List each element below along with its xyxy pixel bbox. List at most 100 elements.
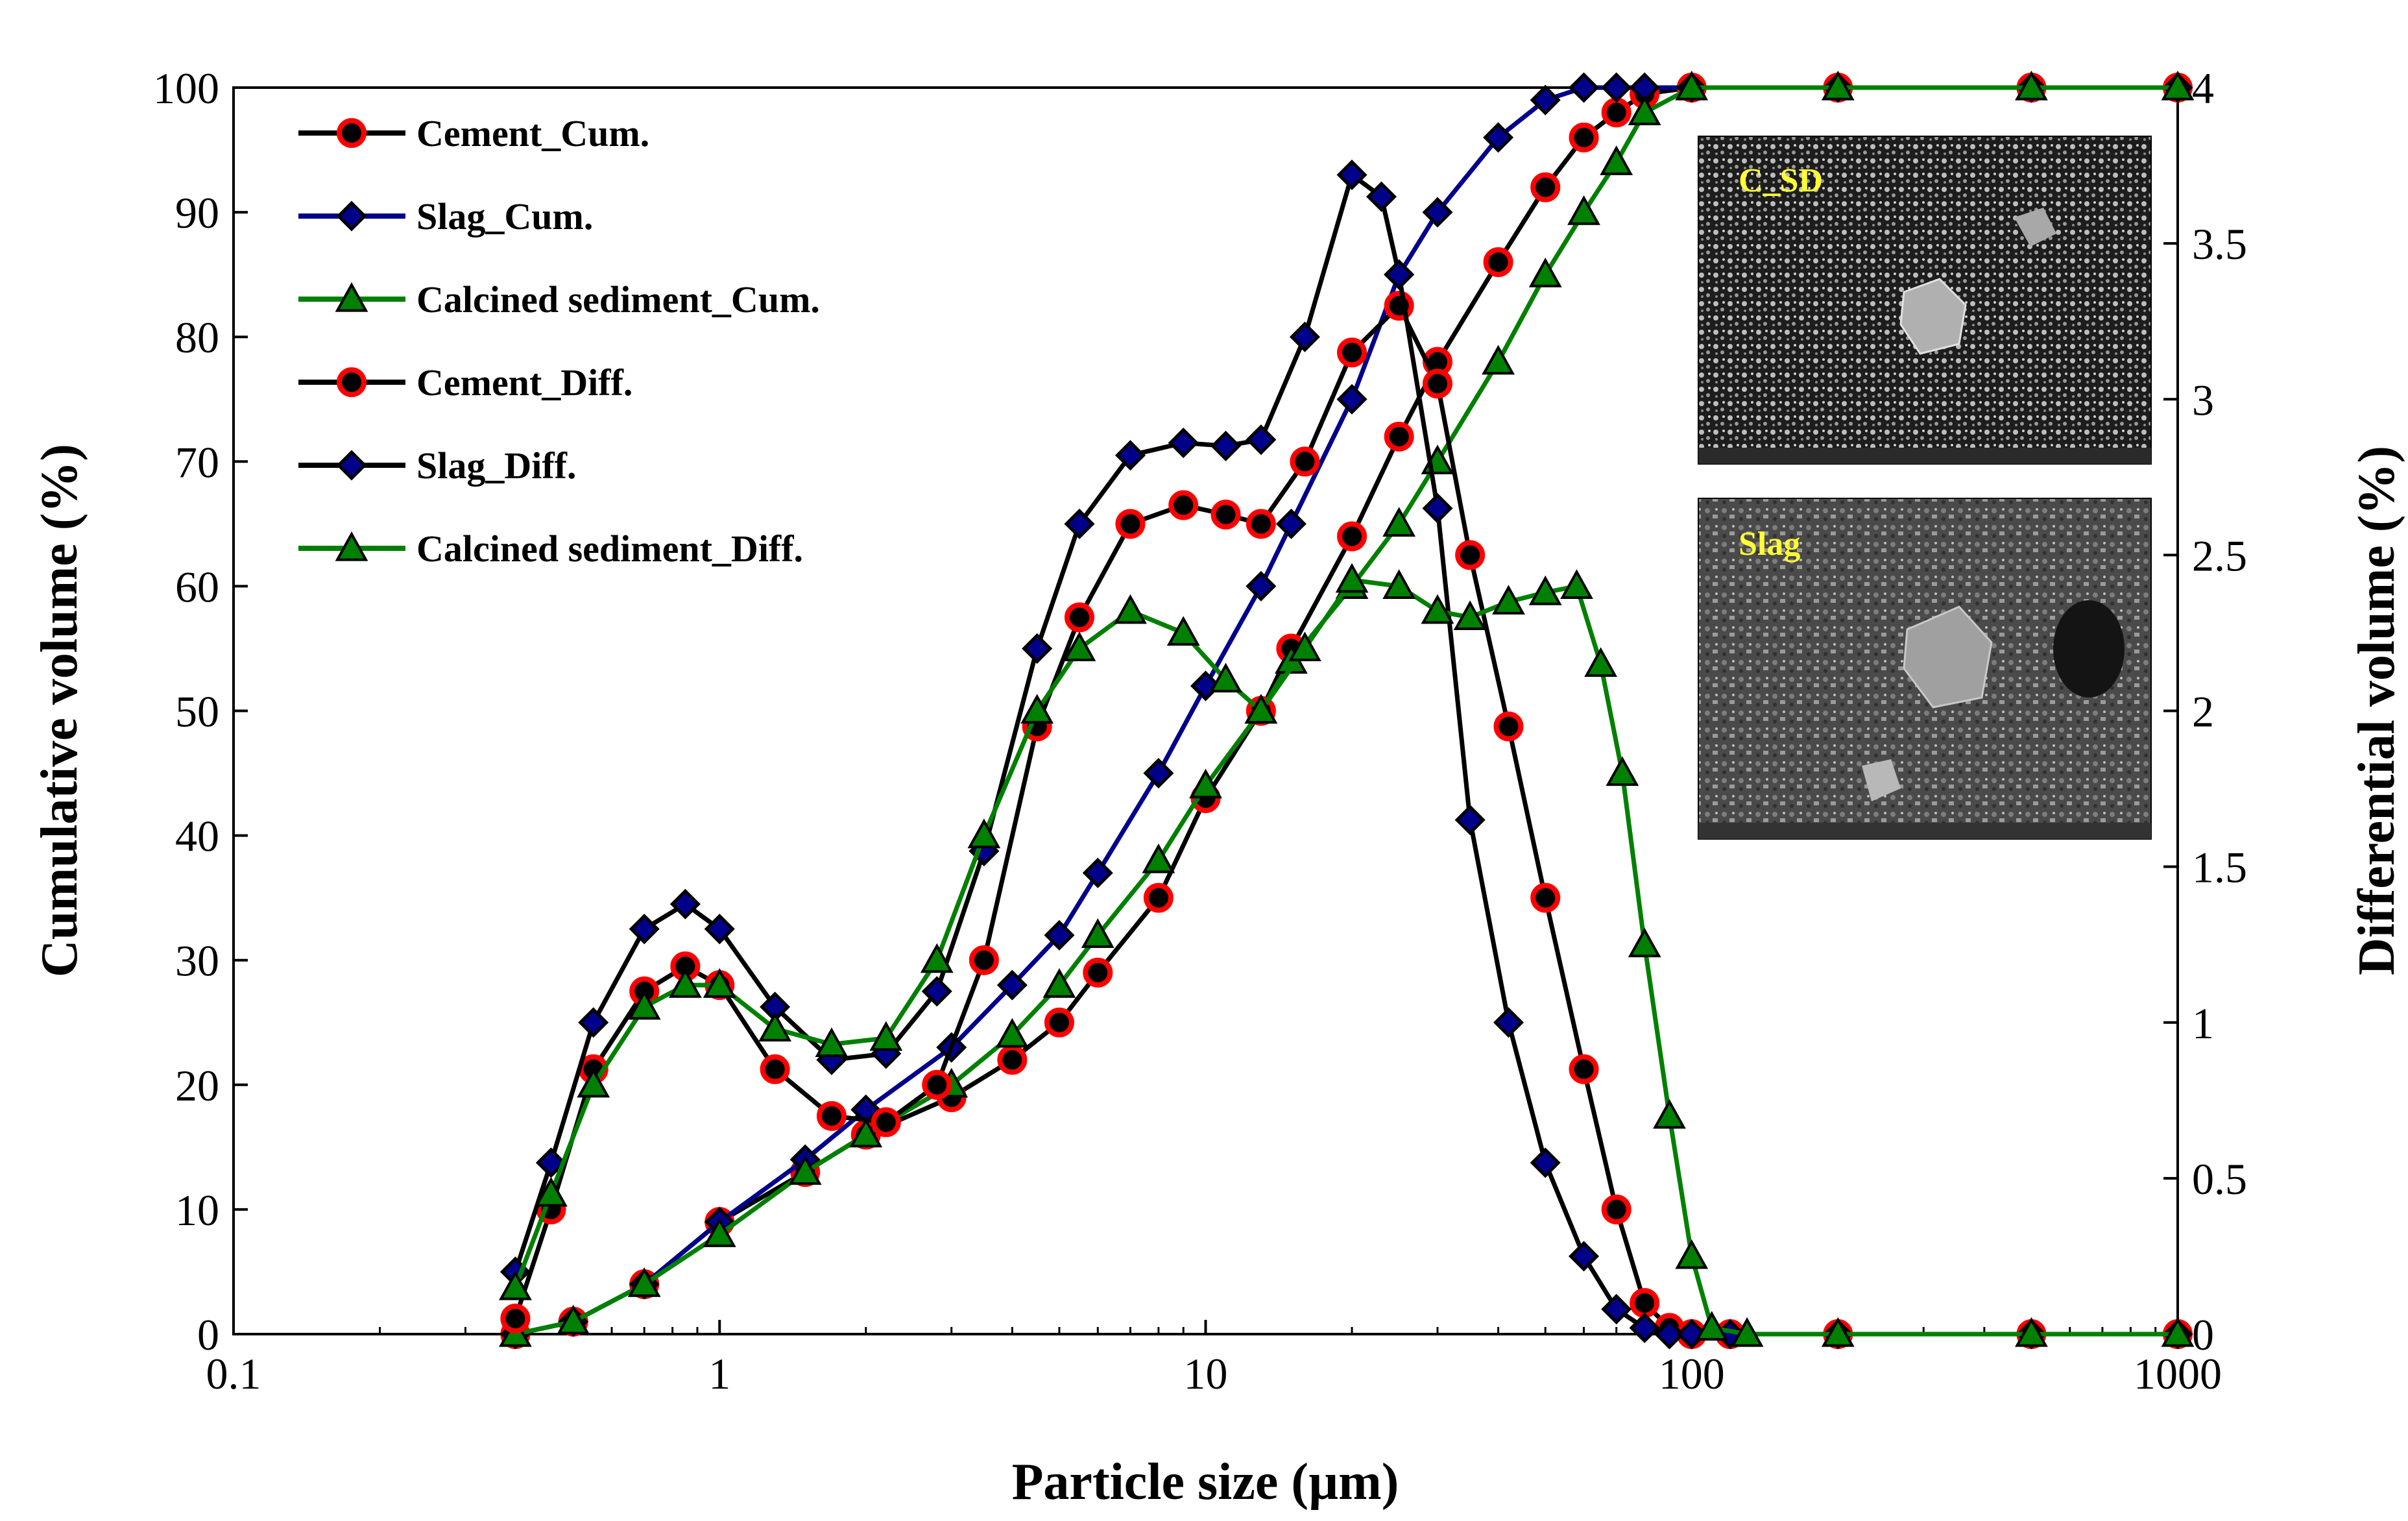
data-point [1482,345,1515,375]
data-point [1166,616,1200,646]
y-tick-label: 100 [153,64,219,113]
data-point [1190,670,1222,701]
data-point [1044,1007,1074,1038]
y2-tick-label: 1.5 [2192,843,2247,892]
data-point [535,1176,568,1207]
data-point [1337,521,1367,552]
data-point [1675,70,1709,101]
data-point [669,888,701,919]
data-point [1454,805,1486,836]
data-point [1483,122,1514,153]
legend-item: Cement_Cum. [298,112,649,154]
x-tick-label: 0.1 [206,1349,261,1398]
data-point [1290,446,1320,477]
data-point [1335,563,1369,593]
y-tick-label: 0 [197,1310,219,1359]
data-point [871,1107,901,1138]
data-point [1730,1317,1764,1347]
data-point [1210,430,1242,461]
legend-swatch-marker [337,118,367,148]
data-point [1143,882,1174,913]
data-point [1289,321,1320,352]
data-point [1288,631,1321,662]
data-point [1695,1311,1729,1341]
data-point [629,914,660,945]
data-point [1337,337,1367,368]
y-tick-label: 80 [175,313,219,362]
legend-swatch-marker [335,282,368,312]
legend-item: Cement_Diff. [298,361,632,404]
data-point [2015,1317,2048,1347]
series-calcined-sediment-diff [499,563,2195,1347]
data-point [1569,1054,1599,1084]
data-point [1244,694,1278,724]
data-point [577,1067,610,1098]
data-point [1530,1147,1561,1178]
y2-tick-label: 3.5 [2192,219,2247,269]
x-tick-label: 1000 [2134,1349,2222,1398]
data-point [1628,927,1661,958]
data-point [1601,97,1631,128]
legend-label: Calcined sediment_Diff. [416,528,803,570]
y-tick-label: 90 [175,188,219,237]
data-point [535,1147,566,1178]
data-point [1530,882,1561,913]
data-point [1064,602,1094,633]
data-point [1082,857,1113,888]
data-point [1600,145,1633,175]
data-point [969,945,999,975]
data-point [1336,383,1367,415]
y-tick-label: 50 [175,687,219,736]
legend-swatch-marker [335,531,368,561]
legend-label: Slag_Diff. [416,444,577,487]
data-point [1653,1099,1686,1129]
data-point [1421,594,1454,624]
inset-label-slag: Slag [1739,526,1800,563]
y2-tick-label: 2 [2192,687,2214,736]
data-point [2161,1317,2195,1347]
data-point [1422,369,1452,399]
y-tick-label: 20 [175,1061,219,1110]
series-line [513,173,2178,1337]
data-point [557,1304,590,1335]
data-point [500,1303,531,1333]
data-point [849,1117,883,1148]
data-point [1601,1294,1632,1325]
data-point [920,943,954,973]
data-point [1492,585,1525,615]
y2-tick-label: 0 [2192,1310,2214,1359]
data-point [1584,647,1617,677]
data-point [1628,95,1661,126]
data-point [627,990,661,1020]
data-point [1493,711,1524,742]
series-slag-diff [500,159,2193,1350]
data-point [703,1217,736,1247]
y2-tick-label: 1 [2192,999,2214,1048]
data-point [1422,197,1453,228]
data-point [1209,663,1242,693]
data-point [1568,72,1600,103]
data-point [1114,594,1147,624]
legend-label: Calcined sediment_Cum. [416,278,820,321]
data-point [1083,957,1113,988]
legend-swatch-marker [336,201,367,232]
data-point [1422,493,1453,524]
data-point [1560,569,1593,599]
data-point [1601,1194,1631,1224]
data-point [2015,70,2048,101]
data-point [1384,259,1415,290]
data-point [1168,427,1199,459]
data-point [788,1155,822,1185]
data-point [1483,247,1513,277]
legend-item: Slag_Cum. [298,195,593,237]
data-point [1115,509,1146,539]
data-point [1382,507,1416,537]
data-point [1569,122,1599,152]
inset-label-c-sd: C_SD [1739,162,1823,199]
data-point [1189,768,1222,799]
data-point [1063,631,1096,662]
data-point [1210,499,1241,529]
data-point [1821,70,1855,101]
data-point [1821,1317,1855,1347]
data-point [1629,1312,1660,1343]
